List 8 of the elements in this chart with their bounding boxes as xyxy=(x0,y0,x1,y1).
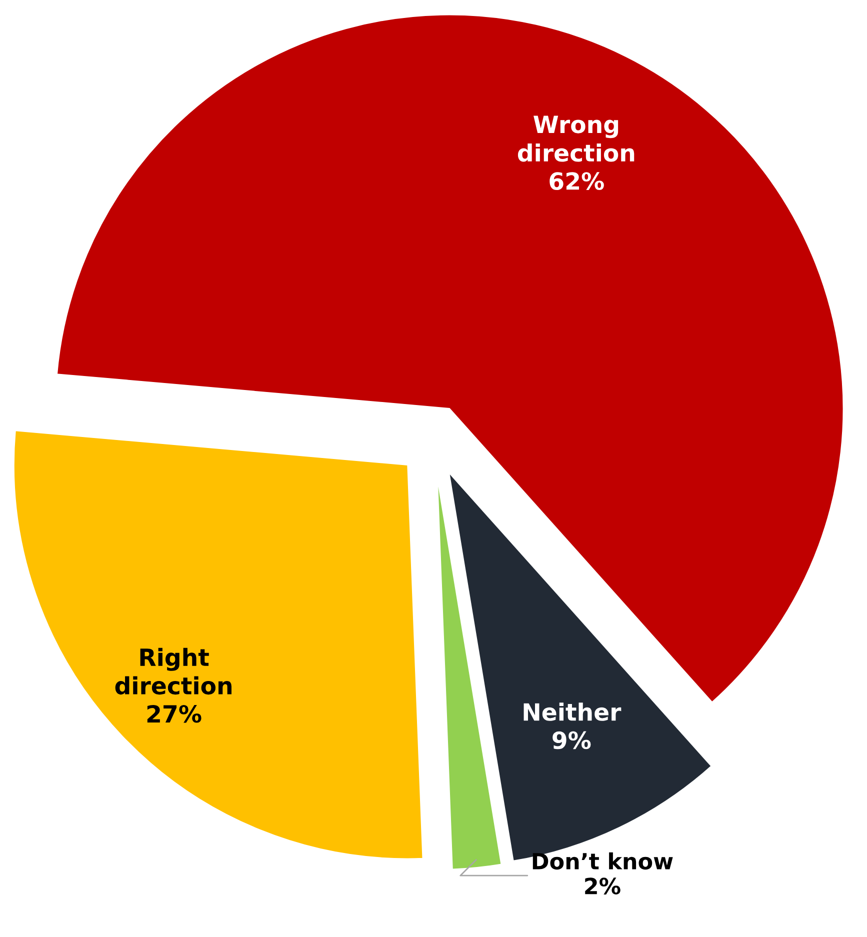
data-label: 27% xyxy=(147,704,202,723)
slice-label: Don’t know xyxy=(532,852,673,870)
data-label: 9% xyxy=(552,731,591,750)
data-label: 62% xyxy=(550,172,604,190)
slice-label: Wrong direction xyxy=(518,116,634,162)
slice-label: Neither xyxy=(524,702,622,721)
slice-label: Right direction xyxy=(115,648,232,695)
data-label: 2% xyxy=(585,878,620,894)
